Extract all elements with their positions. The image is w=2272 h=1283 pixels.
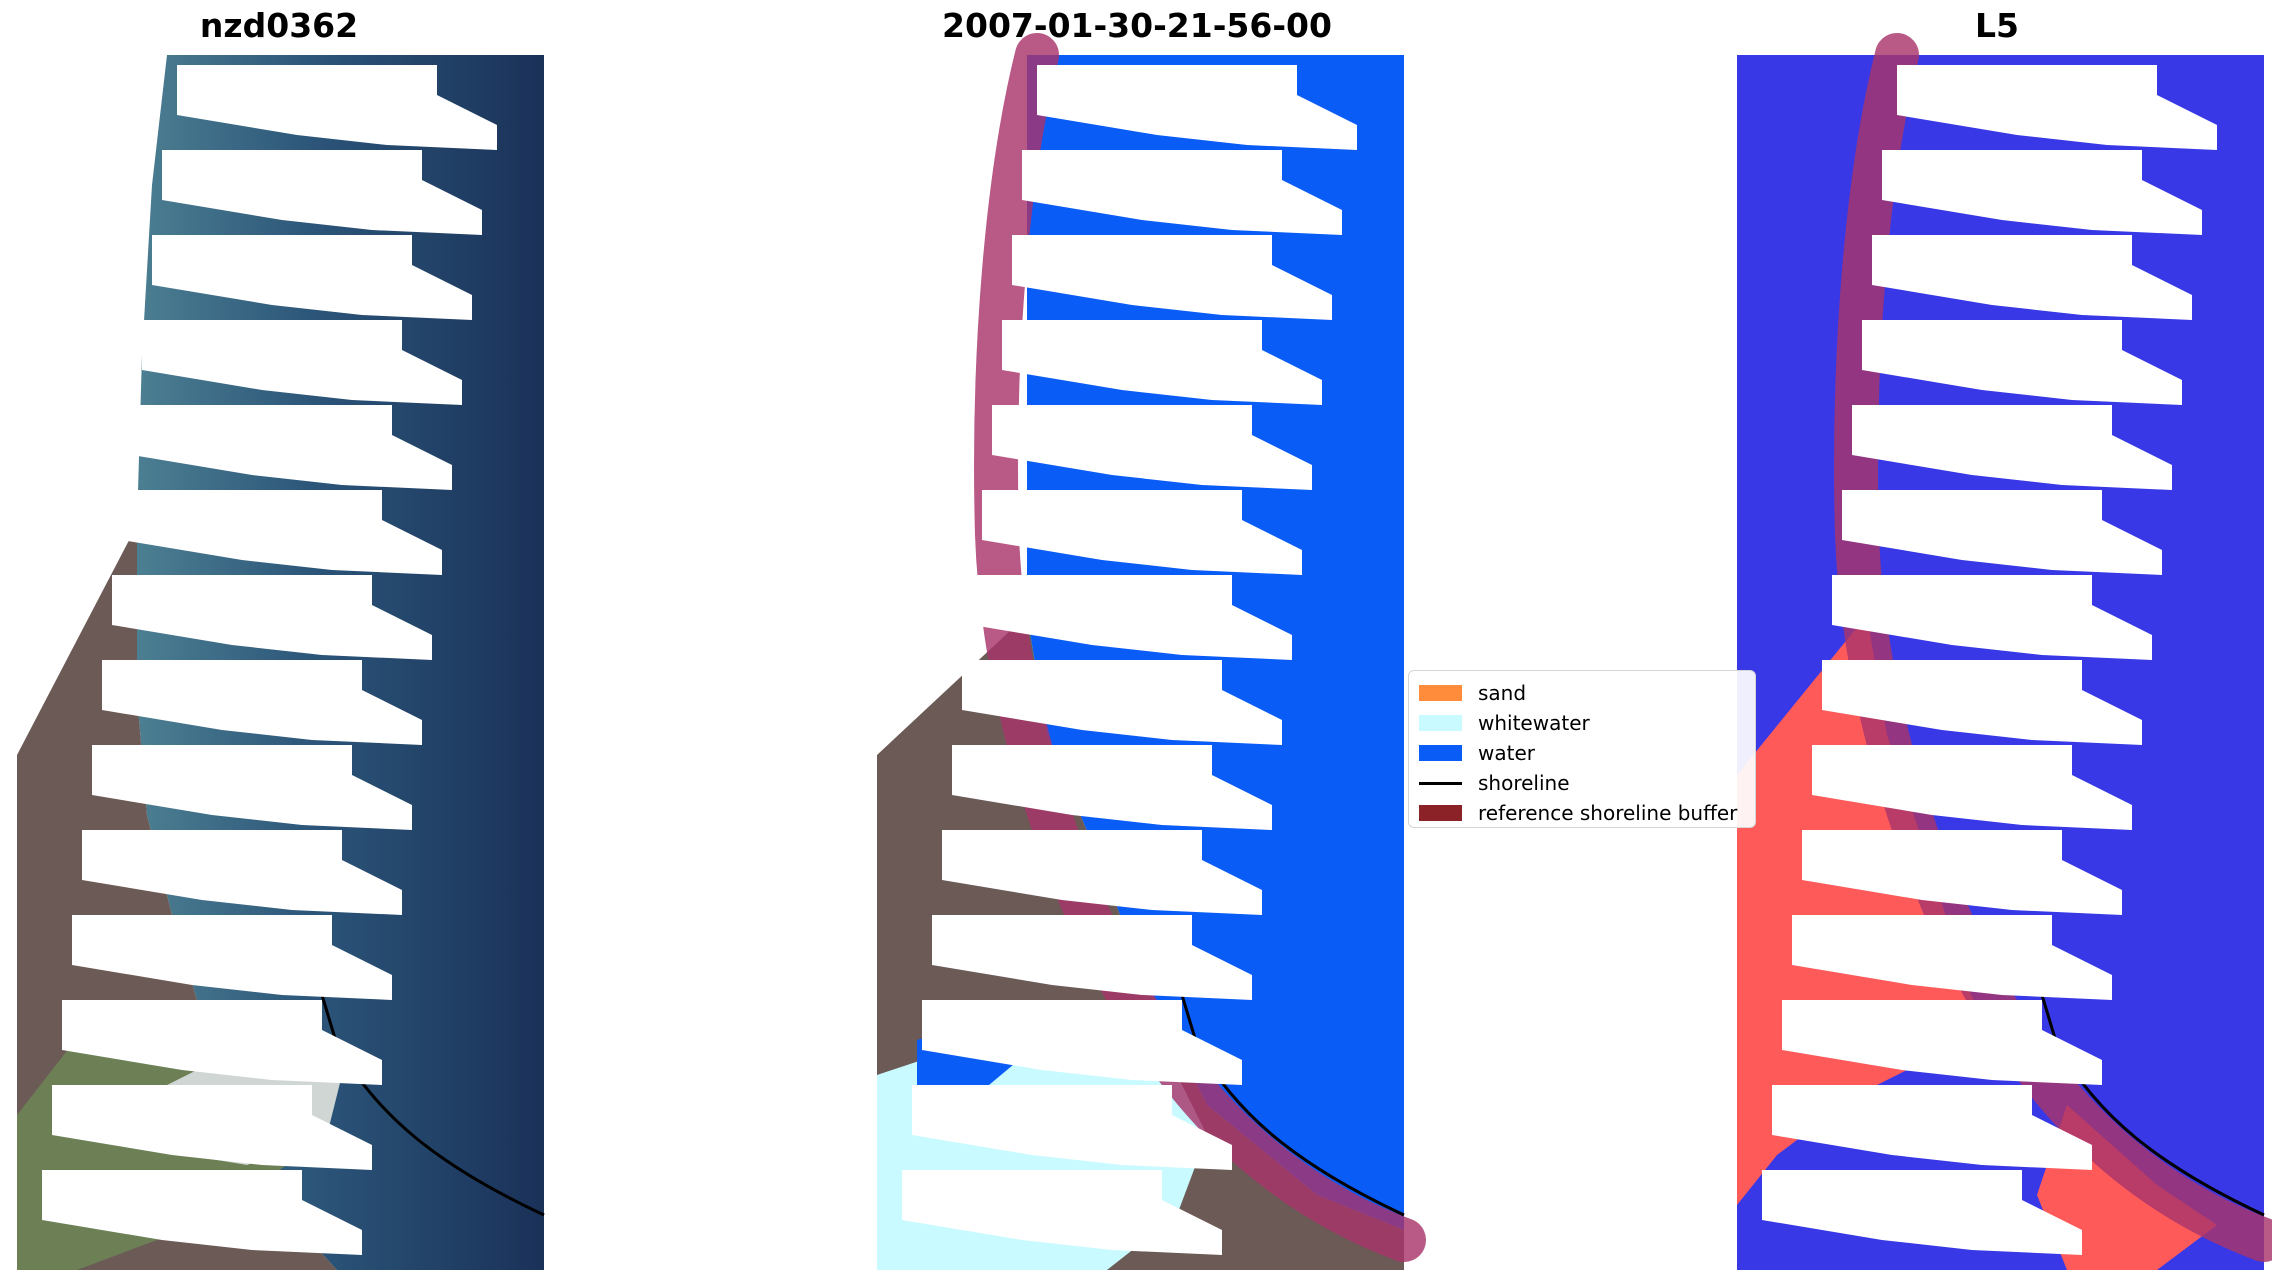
- legend-item-buffer: reference shoreline buffer: [1419, 798, 1745, 828]
- buffer-band: [974, 33, 1426, 1262]
- legend-item-shoreline: shoreline: [1419, 768, 1745, 798]
- legend-label-sand: sand: [1478, 681, 1527, 705]
- index-cloud-blocks: [1762, 65, 2217, 1255]
- panel-title-rgb: nzd0362: [199, 6, 359, 45]
- water-swatch: [1419, 745, 1462, 761]
- legend-item-whitewater: whitewater: [1419, 708, 1745, 738]
- shoreline-line-swatch: [1419, 781, 1462, 785]
- index-image: [1737, 33, 2272, 1270]
- sand-swatch: [1419, 685, 1462, 701]
- classification-image: [877, 33, 1426, 1270]
- rgb-satellite-image: [17, 55, 545, 1270]
- whitewater-swatch: [1419, 715, 1462, 731]
- classification-cloud-blocks: [902, 65, 1357, 1255]
- legend-label-whitewater: whitewater: [1478, 711, 1590, 735]
- buffer-band-index: [1834, 33, 2272, 1262]
- panel-title-index: L5: [1975, 6, 2019, 45]
- legend-label-water: water: [1478, 741, 1535, 765]
- legend-label-shoreline: shoreline: [1478, 771, 1570, 795]
- legend-item-sand: sand: [1419, 678, 1745, 708]
- panel-title-classification: 2007-01-30-21-56-00: [942, 6, 1332, 45]
- buffer-swatch: [1419, 805, 1462, 821]
- legend-item-water: water: [1419, 738, 1745, 768]
- cloud-mask-blocks: [42, 65, 497, 1255]
- legend: sand whitewater water shoreline referenc…: [1408, 670, 1756, 828]
- legend-label-buffer: reference shoreline buffer: [1478, 801, 1738, 825]
